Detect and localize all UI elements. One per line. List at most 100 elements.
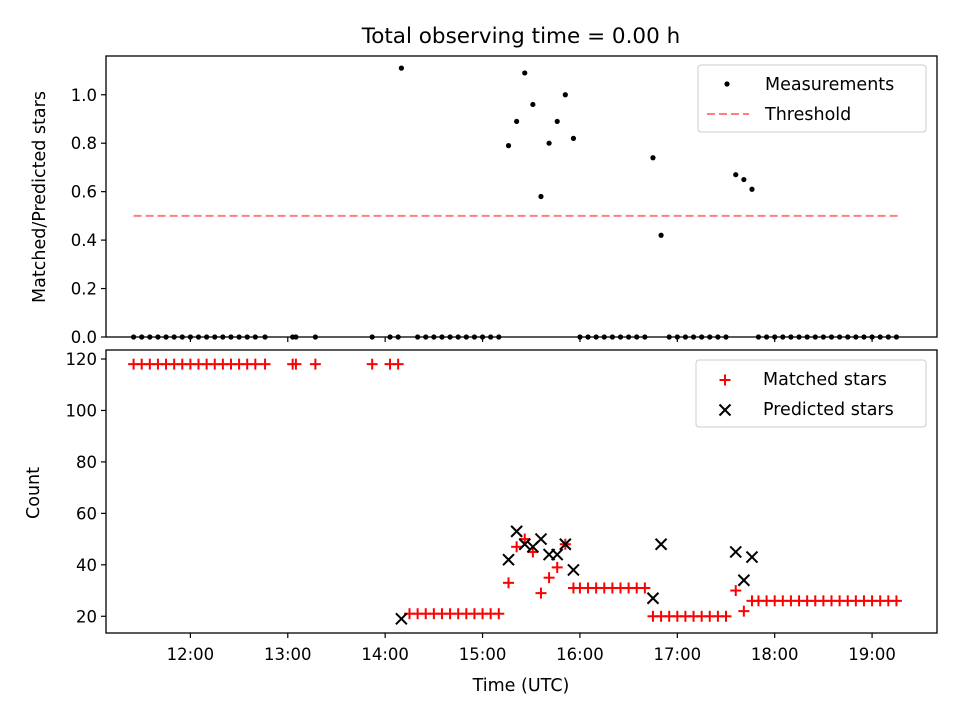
x-tick-label: 13:00 bbox=[264, 645, 312, 664]
cross-b bbox=[729, 545, 742, 559]
measurement-point bbox=[163, 334, 169, 340]
predicted-point bbox=[737, 574, 751, 587]
measurement-point bbox=[179, 334, 185, 340]
cross-b bbox=[646, 592, 660, 605]
measurement-point bbox=[514, 118, 520, 125]
measurement-point bbox=[212, 334, 218, 340]
legend-predicted-label: Predicted stars bbox=[763, 400, 894, 420]
top-y-tick-label: 0.0 bbox=[71, 328, 97, 347]
predicted-point bbox=[395, 612, 408, 626]
measurement-point bbox=[609, 334, 615, 340]
measurement-point bbox=[601, 334, 607, 340]
measurement-point bbox=[387, 334, 393, 340]
measurement-point bbox=[447, 334, 453, 340]
measurement-point bbox=[577, 334, 583, 340]
measurement-point bbox=[755, 334, 762, 340]
matched-point bbox=[738, 605, 750, 617]
bottom-plot-frame bbox=[105, 349, 938, 634]
measurement-point bbox=[723, 334, 729, 340]
measurement-point bbox=[626, 334, 632, 340]
measurement-point bbox=[538, 193, 544, 200]
matched-point bbox=[543, 572, 555, 584]
bottom-y-tick-label: 60 bbox=[76, 504, 97, 523]
bottom-y-tick-label: 120 bbox=[66, 350, 98, 369]
measurement-point bbox=[585, 334, 591, 340]
measurement-point bbox=[439, 334, 445, 340]
bottom-y-axis-label: Count bbox=[24, 467, 44, 519]
x-tick-label: 17:00 bbox=[654, 645, 702, 664]
bottom-y-tick-label: 80 bbox=[76, 453, 97, 472]
matched-points bbox=[128, 358, 902, 622]
legend-threshold-label: Threshold bbox=[764, 105, 851, 125]
measurement-point bbox=[505, 143, 512, 149]
measurement-point bbox=[682, 334, 689, 340]
measurement-point bbox=[617, 334, 624, 340]
cross-b bbox=[718, 403, 732, 417]
measurement-point bbox=[788, 334, 794, 340]
bottom-y-tick-label: 40 bbox=[76, 556, 97, 575]
cross-b bbox=[737, 574, 751, 587]
cross-b bbox=[502, 553, 515, 566]
measurement-point bbox=[139, 334, 145, 340]
top-y-ticks: 0.0 0.2 0.4 0.6 0.8 1.0 bbox=[71, 86, 106, 347]
bottom-legend-box bbox=[695, 359, 927, 428]
measurement-point bbox=[423, 334, 429, 340]
predicted-point bbox=[646, 592, 660, 605]
measurement-point bbox=[147, 334, 153, 340]
matched-point bbox=[535, 587, 547, 599]
predicted-point bbox=[534, 532, 548, 546]
measurement-point bbox=[812, 334, 818, 340]
measurement-point bbox=[562, 92, 568, 98]
measurement-point bbox=[845, 334, 851, 340]
measurement-point bbox=[749, 186, 755, 192]
top-y-tick-label: 0.4 bbox=[71, 231, 97, 250]
predicted-point bbox=[729, 545, 742, 559]
cross-b bbox=[745, 550, 759, 564]
legend-measurements-label: Measurements bbox=[765, 75, 894, 95]
cross-b bbox=[518, 538, 531, 551]
legend-matched-label: Matched stars bbox=[763, 370, 887, 390]
measurement-point bbox=[861, 334, 867, 340]
measurement-point bbox=[804, 334, 810, 340]
matched-point bbox=[730, 585, 742, 597]
top-y-tick-label: 0.8 bbox=[71, 134, 97, 153]
legend-predicted-marker bbox=[718, 403, 732, 417]
measurement-point bbox=[455, 334, 461, 340]
measurement-point bbox=[741, 176, 747, 183]
measurement-point bbox=[171, 334, 177, 340]
measurement-point bbox=[885, 334, 891, 340]
matched-point bbox=[720, 610, 732, 622]
predicted-point bbox=[518, 538, 531, 551]
cross-b bbox=[510, 525, 523, 538]
top-y-tick-label: 0.6 bbox=[71, 183, 97, 202]
measurement-point bbox=[546, 140, 552, 146]
legend-matched-marker bbox=[719, 374, 731, 386]
measurement-point bbox=[763, 334, 770, 340]
measurement-point bbox=[780, 334, 786, 340]
legend-predicted-cross bbox=[718, 403, 732, 417]
measurement-point bbox=[828, 334, 835, 340]
matched-point bbox=[551, 561, 563, 573]
measurement-point bbox=[488, 334, 494, 340]
matched-point bbox=[366, 358, 378, 370]
cross-b bbox=[654, 538, 668, 551]
top-y-axis-label: Matched/Predicted stars bbox=[30, 91, 50, 303]
measurement-point bbox=[522, 70, 528, 76]
predicted-point bbox=[550, 548, 564, 561]
x-tick-label: 16:00 bbox=[556, 645, 604, 664]
cross-b bbox=[550, 548, 564, 561]
measurement-point bbox=[593, 334, 599, 340]
measurement-point bbox=[796, 334, 802, 340]
measurement-point bbox=[471, 334, 478, 340]
x-tick-label: 15:00 bbox=[459, 645, 507, 664]
measurement-point bbox=[496, 334, 502, 340]
top-plot-area: 0.0 0.2 0.4 0.6 0.8 1.0 Measurements Threshol… bbox=[71, 55, 938, 347]
top-plot-frame bbox=[105, 55, 938, 338]
predicted-point bbox=[502, 553, 515, 566]
matched-point bbox=[519, 533, 531, 545]
x-tick-label: 19:00 bbox=[848, 645, 896, 664]
measurement-point bbox=[530, 101, 536, 108]
measurement-point bbox=[634, 334, 640, 340]
measurement-point bbox=[220, 334, 226, 340]
